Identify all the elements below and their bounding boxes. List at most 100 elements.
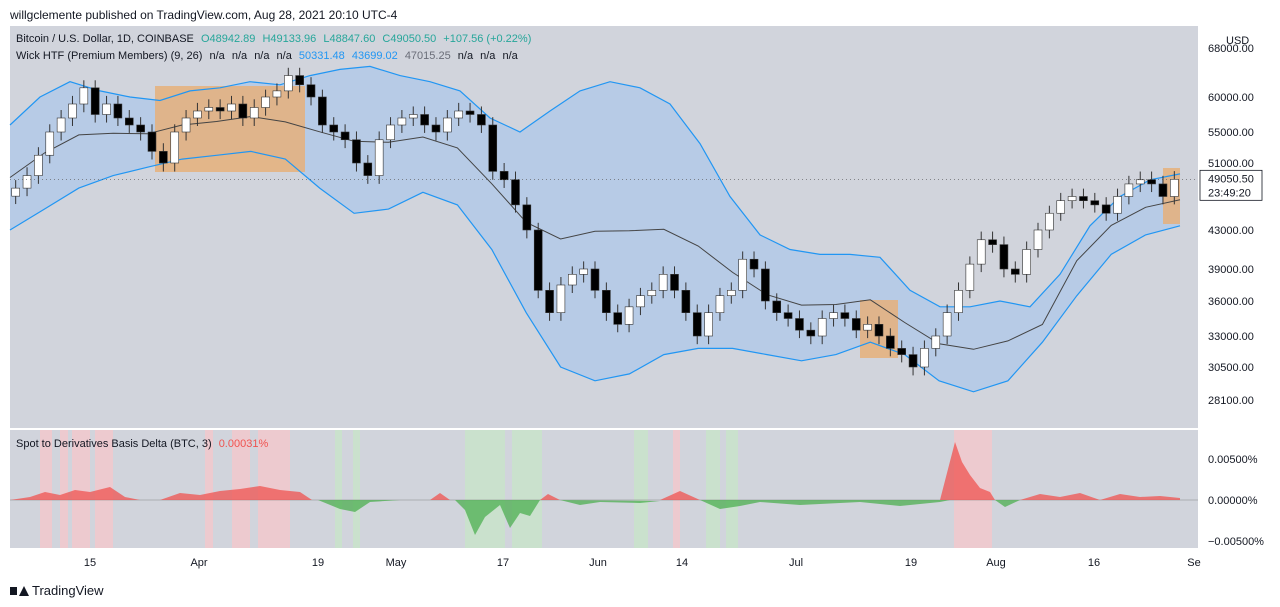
candle-body: [556, 284, 566, 313]
candle-body: [533, 229, 543, 291]
candle-body: [965, 263, 975, 291]
candle-body: [1045, 212, 1054, 231]
candle-body: [431, 124, 441, 133]
candle-body: [1113, 196, 1122, 214]
main-legend: Bitcoin / U.S. Dollar, 1D, COINBASE O489…: [16, 33, 535, 45]
candle-body: [1033, 229, 1043, 250]
osc-negative-area: [560, 500, 660, 505]
candle-body: [829, 312, 838, 319]
candle-body: [1158, 183, 1168, 197]
candle-body: [1079, 196, 1088, 201]
candle-body: [90, 87, 100, 115]
candle-body: [670, 274, 679, 291]
time-tick-label: Se: [1187, 557, 1200, 569]
candle-body: [658, 274, 668, 291]
osc-positive-area: [160, 486, 312, 500]
time-tick-label: May: [386, 557, 407, 569]
candle-body: [238, 103, 248, 119]
osc-green-shade: [706, 430, 720, 548]
high-value: H49133.96: [262, 33, 317, 45]
wick-v1: n/a: [209, 50, 225, 62]
osc-red-shade: [60, 430, 68, 548]
candle-body: [863, 324, 872, 331]
osc-positive-area: [660, 491, 700, 500]
candle-body: [488, 124, 498, 172]
price-tick-label: 60000.00: [1208, 92, 1254, 104]
footer-brand: TradingView: [32, 583, 104, 598]
candle-body: [908, 354, 918, 368]
candle-body: [397, 117, 407, 126]
wick-v7: 47015.25: [404, 50, 451, 62]
candle-body: [56, 117, 66, 133]
price-tick-label: 51000.00: [1208, 158, 1254, 170]
time-tick-label: 15: [84, 557, 96, 569]
candle-body: [772, 300, 782, 313]
candle-body: [647, 290, 657, 296]
candle-body: [477, 114, 486, 126]
candle-body: [897, 348, 906, 355]
osc-positive-area: [1020, 493, 1180, 500]
open-value: O48942.89: [200, 33, 256, 45]
osc-positive-area: [10, 487, 140, 500]
candle-body: [465, 110, 475, 115]
candle-body: [636, 295, 645, 308]
wick-name: Wick HTF (Premium Members) (9, 26): [16, 50, 203, 62]
candle-body: [79, 87, 89, 105]
candle-body: [443, 117, 452, 133]
candle-body: [1022, 249, 1031, 275]
osc-positive-area: [540, 494, 560, 500]
candle-body: [318, 96, 327, 126]
candle-body: [511, 179, 520, 206]
candle-body: [102, 103, 111, 115]
candle-body: [147, 131, 157, 152]
osc-red-shade: [673, 430, 680, 548]
candle-body: [34, 154, 43, 176]
candle-body: [499, 171, 509, 181]
candle-body: [272, 90, 282, 98]
price-tick-label: 36000.00: [1208, 296, 1254, 308]
price-tick-label: 30500.00: [1208, 362, 1254, 374]
candle-body: [295, 75, 304, 86]
time-tick-label: 17: [497, 557, 509, 569]
candle-body: [386, 124, 395, 141]
price-tick-label: 43000.00: [1208, 225, 1254, 237]
candle-body: [1170, 179, 1179, 197]
candle-body: [840, 312, 850, 319]
osc-green-shade: [465, 430, 505, 548]
time-tick-label: Jun: [589, 557, 607, 569]
candle-body: [170, 131, 179, 164]
change-value: +107.56 (+0.22%): [443, 33, 532, 45]
candle-body: [817, 318, 827, 337]
upper-band-line: [9, 65, 1181, 308]
wick-v5: 50331.48: [298, 50, 345, 62]
candle-body: [579, 268, 588, 275]
wick-v2: n/a: [231, 50, 248, 62]
price-badge: [1199, 169, 1263, 201]
candle-body: [215, 107, 225, 112]
candle-body: [738, 258, 747, 291]
candle-body: [942, 312, 952, 337]
candle-body: [181, 117, 191, 133]
low-value: L48847.60: [323, 33, 376, 45]
osc-negative-area: [318, 500, 400, 512]
candle-body: [613, 312, 622, 325]
candle-body: [783, 312, 793, 319]
wick-v4: n/a: [276, 50, 292, 62]
price-tick-label: 55000.00: [1208, 127, 1254, 139]
candle-body: [568, 274, 577, 286]
time-tick-label: 19: [905, 557, 917, 569]
wick-legend: Wick HTF (Premium Members) (9, 26) n/a n…: [16, 50, 522, 62]
time-tick-label: Jul: [789, 557, 803, 569]
candle-body: [408, 114, 418, 119]
osc-tick-label: 0.00000%: [1208, 495, 1258, 507]
candle-body: [727, 290, 736, 296]
candle-body: [692, 312, 702, 337]
candle-body: [1101, 204, 1111, 214]
candle-body: [1147, 179, 1156, 185]
osc-negative-area: [455, 500, 540, 535]
wick-v8: n/a: [457, 50, 474, 62]
osc-tick-label: 0.00500%: [1208, 454, 1258, 466]
osc-green-shade: [726, 430, 738, 548]
candle-body: [249, 107, 259, 119]
